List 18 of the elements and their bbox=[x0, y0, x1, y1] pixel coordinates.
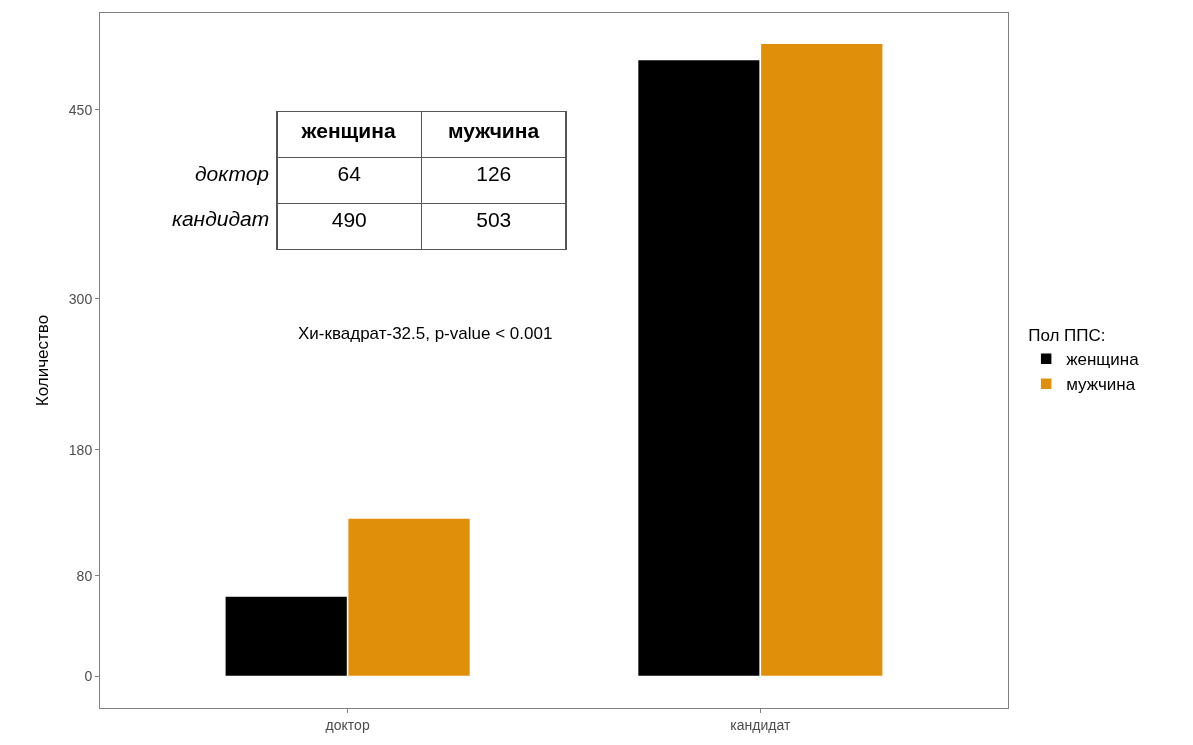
y-axis-title: Количество bbox=[33, 314, 53, 407]
y-tick-label: 180 bbox=[68, 441, 93, 458]
annotation: женщина bbox=[300, 119, 396, 143]
y-tick-label: 80 bbox=[76, 567, 93, 584]
y-tick-label: 0 bbox=[84, 668, 93, 685]
annotation: мужчина bbox=[448, 119, 540, 143]
annotation: кандидат bbox=[172, 207, 270, 230]
annotation: 503 bbox=[476, 207, 512, 231]
legend-label: женщина bbox=[1066, 350, 1140, 370]
annotation: 126 bbox=[476, 161, 512, 185]
legend-title: Пол ППС: bbox=[1028, 326, 1106, 346]
annotation: Хи-квадрат-32.5, p-value < 0.001 bbox=[298, 324, 553, 343]
y-tick-label: 300 bbox=[68, 290, 93, 307]
legend-label: мужчина bbox=[1066, 375, 1136, 395]
y-tick-label: 450 bbox=[68, 101, 93, 118]
annotation: 64 bbox=[337, 161, 362, 185]
annotation: 490 bbox=[331, 207, 367, 231]
annotation: доктор bbox=[195, 162, 270, 185]
